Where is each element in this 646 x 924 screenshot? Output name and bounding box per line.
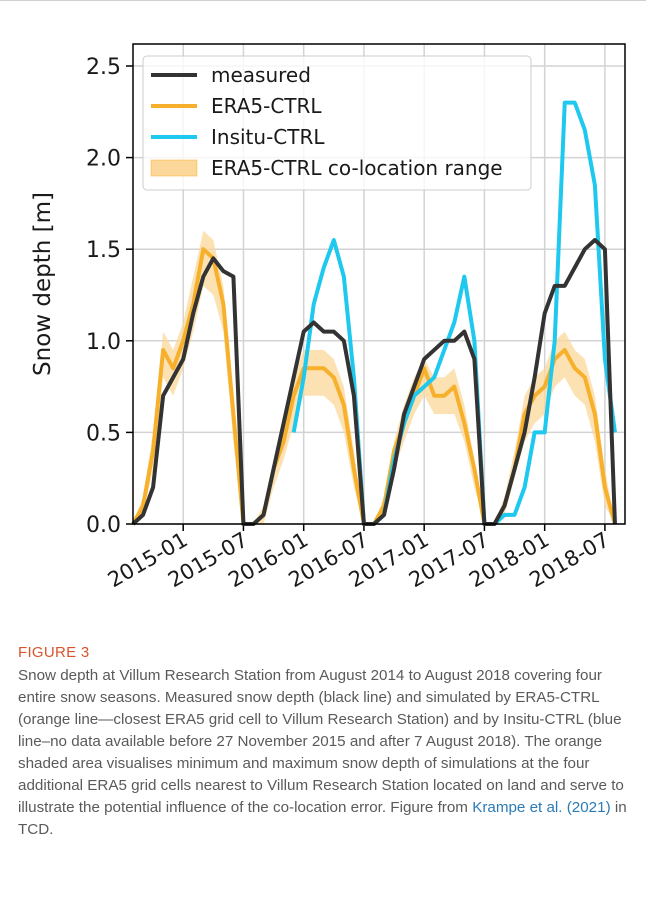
y-tick-label: 2.0 [86, 147, 121, 172]
figure-caption: FIGURE 3 Snow depth at Villum Research S… [18, 644, 628, 841]
y-tick-label: 1.0 [86, 330, 121, 355]
citation-link[interactable]: Krampe et al. (2021) [472, 799, 611, 816]
y-tick-label: 1.5 [86, 238, 121, 263]
top-border [0, 0, 646, 1]
series-line [131, 247, 617, 526]
y-tick-label: 0.0 [86, 513, 121, 538]
legend-swatch [150, 159, 198, 177]
caption-text: Snow depth at Villum Research Station fr… [18, 665, 628, 841]
legend-label: ERA5-CTRL co-location range [211, 156, 503, 180]
caption-tail: in TCD. [18, 799, 627, 838]
figure-label: FIGURE 3 [18, 644, 90, 661]
series-line [291, 100, 617, 526]
y-tick-label: 0.5 [86, 421, 121, 446]
chart: Snow depth [m] 0.00.51.01.52.02.52015-01… [30, 43, 626, 592]
legend-label: ERA5-CTRL [211, 94, 322, 118]
legend-label: measured [211, 63, 311, 87]
legend-box [142, 55, 532, 191]
caption-body: Snow depth at Villum Research Station fr… [18, 667, 624, 816]
y-axis-label: Snow depth [m] [30, 192, 56, 376]
y-tick-label: 2.5 [86, 55, 121, 80]
legend-label: Insitu-CTRL [211, 125, 325, 149]
plot-frame [132, 43, 626, 525]
